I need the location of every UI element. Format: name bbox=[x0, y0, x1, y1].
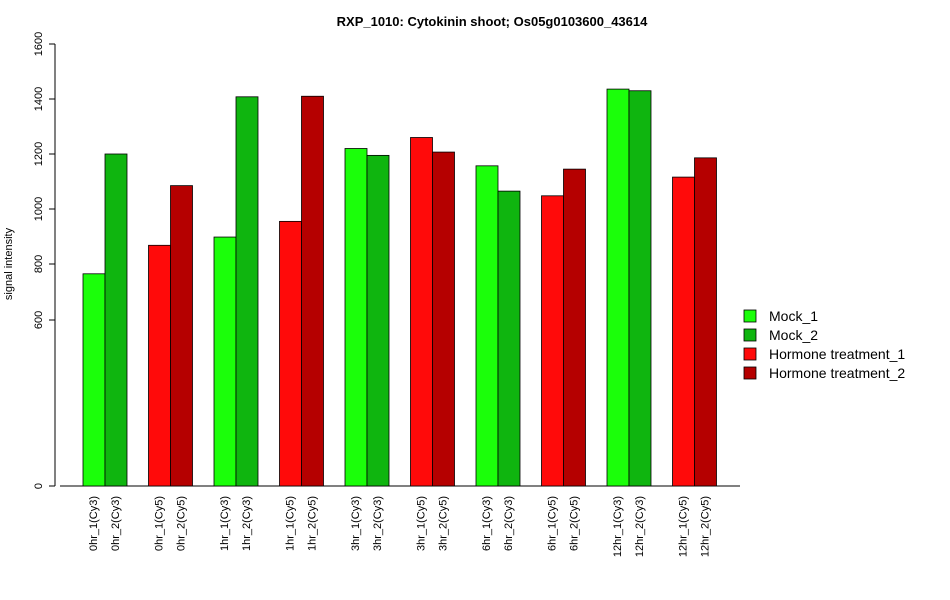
bar bbox=[82, 273, 106, 487]
bar bbox=[563, 168, 586, 487]
bar bbox=[104, 153, 128, 487]
x-tick-label: 3hr_1(Cy5) bbox=[415, 496, 427, 551]
x-tick-label: 1hr_2(Cy3) bbox=[241, 496, 253, 551]
legend-swatch bbox=[743, 328, 757, 342]
x-tick-label: 12hr_1(Cy5) bbox=[677, 496, 689, 557]
bar bbox=[628, 90, 652, 487]
bar bbox=[366, 154, 390, 487]
x-tick-label: 6hr_1(Cy5) bbox=[546, 496, 558, 551]
bar bbox=[432, 151, 455, 487]
bar bbox=[213, 236, 237, 487]
y-tick-label: 1600 bbox=[33, 32, 45, 56]
x-tick-label: 3hr_2(Cy3) bbox=[372, 496, 384, 551]
bar bbox=[344, 148, 368, 487]
y-axis-label: signal intensity bbox=[3, 227, 15, 300]
bar bbox=[694, 157, 717, 487]
x-tick-label: 12hr_2(Cy3) bbox=[634, 496, 646, 557]
bar bbox=[672, 176, 695, 487]
y-tick-label: 0 bbox=[33, 483, 45, 489]
y-tick-label: 1000 bbox=[33, 197, 45, 221]
bar bbox=[148, 244, 171, 487]
bar bbox=[279, 220, 302, 487]
bar bbox=[475, 165, 499, 487]
x-tick-labels: 0hr_1(Cy3) 0hr_2(Cy3) 0hr_1(Cy5) 0hr_2(Cy5)… bbox=[88, 496, 712, 557]
bar bbox=[301, 95, 324, 487]
x-tick-label: 6hr_2(Cy3) bbox=[503, 496, 515, 551]
x-tick-label: 1hr_2(Cy5) bbox=[306, 496, 318, 551]
legend-label: Mock_1 bbox=[769, 308, 818, 324]
x-tick-label: 3hr_2(Cy5) bbox=[437, 496, 449, 551]
chart-title: RXP_1010: Cytokinin shoot; Os05g0103600_… bbox=[337, 14, 648, 29]
bar bbox=[606, 88, 630, 487]
legend-label: Mock_2 bbox=[769, 327, 818, 343]
x-tick-label: 0hr_1(Cy5) bbox=[153, 496, 165, 551]
legend-label: Hormone treatment_2 bbox=[769, 365, 905, 381]
x-tick-label: 1hr_1(Cy3) bbox=[219, 496, 231, 551]
x-tick-label: 12hr_2(Cy5) bbox=[699, 496, 711, 557]
legend-swatch bbox=[743, 309, 757, 323]
bar bbox=[541, 195, 564, 487]
legend-swatch bbox=[743, 347, 757, 361]
x-tick-label: 6hr_2(Cy5) bbox=[568, 496, 580, 551]
x-tick-label: 1hr_1(Cy5) bbox=[284, 496, 296, 551]
legend-label: Hormone treatment_1 bbox=[769, 346, 905, 362]
x-tick-label: 0hr_2(Cy3) bbox=[110, 496, 122, 551]
y-tick-label: 600 bbox=[33, 311, 45, 329]
x-tick-label: 12hr_1(Cy3) bbox=[612, 496, 624, 557]
legend: Mock_1 Mock_2 Hormone treatment_1 Hormone t… bbox=[743, 308, 905, 381]
bars bbox=[82, 88, 717, 487]
x-tick-label: 0hr_2(Cy5) bbox=[175, 496, 187, 551]
y-tick-label: 1400 bbox=[33, 87, 45, 111]
y-tick-label: 1200 bbox=[33, 142, 45, 166]
bar bbox=[497, 190, 521, 487]
legend-swatch bbox=[743, 366, 757, 380]
x-tick-label: 0hr_1(Cy3) bbox=[88, 496, 100, 551]
y-tick-label: 800 bbox=[33, 255, 45, 273]
bar bbox=[170, 185, 193, 487]
bar bbox=[235, 96, 259, 487]
x-tick-label: 3hr_1(Cy3) bbox=[350, 496, 362, 551]
x-tick-label: 6hr_1(Cy3) bbox=[481, 496, 493, 551]
bar bbox=[410, 137, 433, 487]
